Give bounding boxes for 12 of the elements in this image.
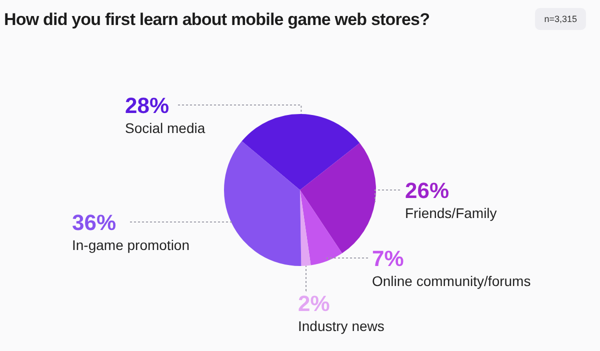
text: n=3,315 [535, 8, 586, 30]
chart-title: How did you first learn about mobile game web stores? [4, 10, 430, 30]
slice-label: Friends/Family [405, 205, 497, 221]
slice-label: Industry news [298, 318, 384, 334]
data-label: 26% [405, 178, 450, 203]
slice-label: Online community/forums [372, 273, 531, 289]
data-label: 2% [298, 291, 330, 316]
slice-label: Social media [125, 120, 206, 136]
data-label: 7% [372, 246, 404, 271]
data-label: 28% [125, 93, 170, 118]
slice-label: In-game promotion [72, 237, 190, 253]
data-label: 36% [72, 210, 116, 235]
